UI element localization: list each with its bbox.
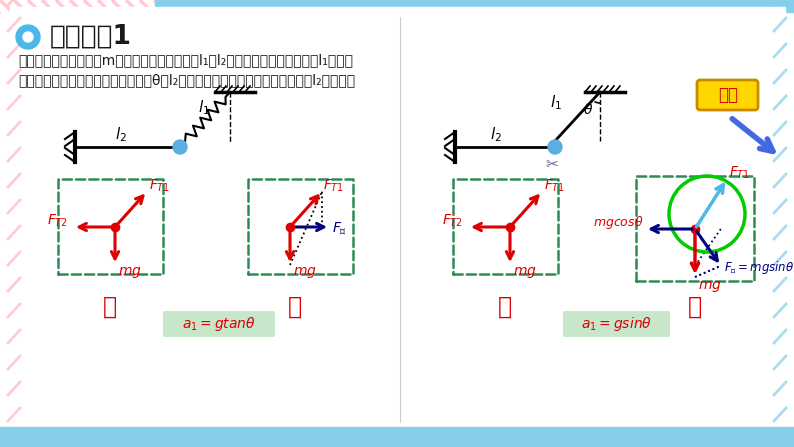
Text: $F_{合}$: $F_{合}$ — [332, 220, 347, 237]
FancyBboxPatch shape — [563, 311, 670, 337]
Text: 悬挂在天花板上，与竖直方向夹角为θ，l₂水平拉直，物体处于平衡状态，现将l₂线剪断。: 悬挂在天花板上，与竖直方向夹角为θ，l₂水平拉直，物体处于平衡状态，现将l₂线剪… — [18, 73, 355, 87]
Circle shape — [16, 25, 40, 49]
Text: ✂: ✂ — [545, 157, 558, 173]
Text: 变式训练1: 变式训练1 — [50, 24, 132, 50]
Text: $mg$: $mg$ — [513, 265, 537, 280]
Text: $F_{T1}$: $F_{T1}$ — [544, 177, 565, 194]
Text: $F_{T1}$: $F_{T1}$ — [149, 177, 170, 194]
Text: 如图甲所示，一质量为m的物体系于长度分别为l₁、l₂的两根细线（弹簧）上，l₁的一端: 如图甲所示，一质量为m的物体系于长度分别为l₁、l₂的两根细线（弹簧）上，l₁的… — [18, 53, 353, 67]
Text: $F_{T2}$: $F_{T2}$ — [442, 213, 463, 229]
FancyBboxPatch shape — [163, 311, 275, 337]
Text: $a_1=gtan\theta$: $a_1=gtan\theta$ — [182, 315, 256, 333]
Text: $mg$: $mg$ — [698, 279, 722, 294]
FancyBboxPatch shape — [697, 80, 758, 110]
Text: 后: 后 — [688, 295, 702, 319]
Text: $l_2$: $l_2$ — [490, 125, 502, 143]
Circle shape — [548, 140, 562, 154]
Text: 突变: 突变 — [718, 86, 738, 104]
Text: $mg$: $mg$ — [118, 265, 142, 280]
Bar — [248, 179, 353, 274]
Bar — [58, 179, 163, 274]
Text: $F_{T2}$: $F_{T2}$ — [47, 213, 68, 229]
Text: $mg$: $mg$ — [293, 265, 317, 280]
Bar — [155, 0, 794, 12]
Text: $a_1=gsin\theta$: $a_1=gsin\theta$ — [581, 315, 653, 333]
Text: $\theta$: $\theta$ — [583, 102, 593, 117]
Text: $F_{T1}$: $F_{T1}$ — [323, 177, 345, 194]
Circle shape — [173, 140, 187, 154]
Bar — [0, 427, 794, 447]
Circle shape — [23, 32, 33, 42]
Text: 前: 前 — [498, 295, 512, 319]
Text: 后: 后 — [288, 295, 302, 319]
Text: $F_{合}=mgsin\theta$: $F_{合}=mgsin\theta$ — [724, 259, 794, 276]
Text: 前: 前 — [103, 295, 117, 319]
Text: $mgcos\theta$: $mgcos\theta$ — [593, 214, 644, 231]
Text: $l_2$: $l_2$ — [115, 125, 127, 143]
Text: $F_{T1}$: $F_{T1}$ — [729, 165, 750, 181]
Bar — [453, 179, 558, 274]
Text: $l_1$: $l_1$ — [550, 93, 562, 112]
Bar — [636, 176, 754, 281]
Text: $l_1$: $l_1$ — [198, 98, 210, 117]
